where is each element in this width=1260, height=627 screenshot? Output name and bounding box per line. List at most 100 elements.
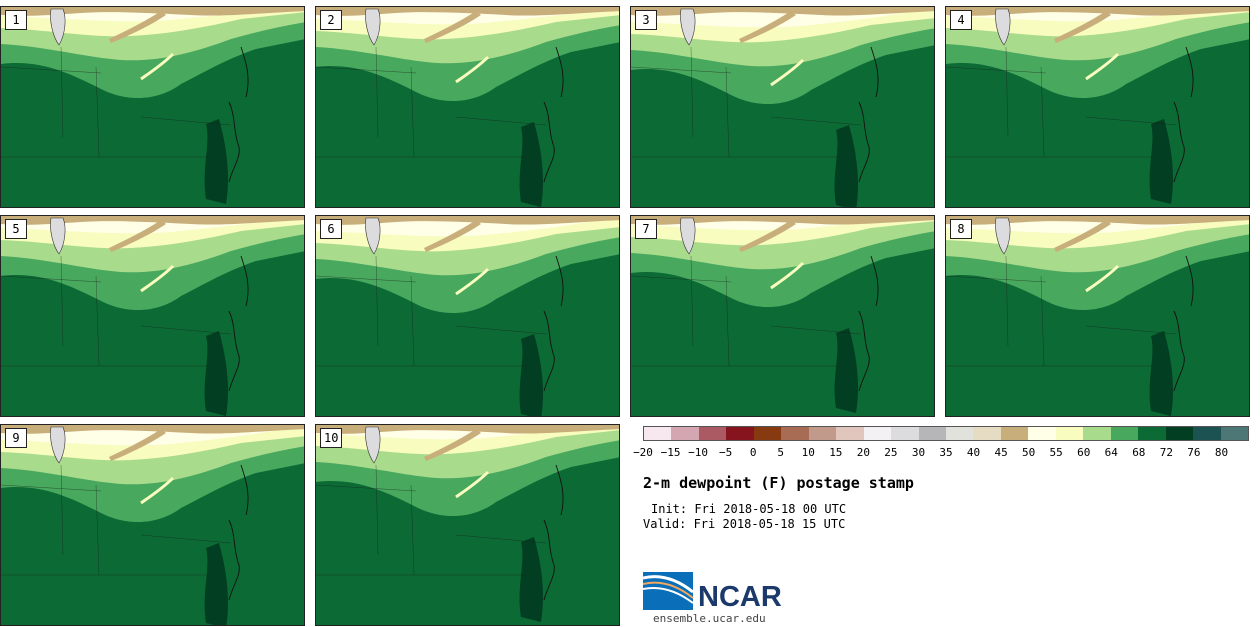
colorbar-segment (863, 427, 892, 440)
ensemble-member-panel[interactable]: 7 (630, 215, 935, 417)
colorbar-tick: 25 (884, 446, 898, 459)
figure-title: 2-m dewpoint (F) postage stamp (643, 474, 914, 492)
ensemble-member-panel[interactable]: 3 (630, 6, 935, 208)
colorbar-segment (644, 427, 672, 440)
dewpoint-map (1, 7, 304, 207)
tan-region (946, 216, 1249, 225)
tan-region (1, 425, 304, 434)
dark-coastal-band (519, 334, 544, 416)
init-time: Init: Fri 2018-05-18 00 UTC (651, 502, 847, 516)
colorbar-tick: −10 (688, 446, 709, 459)
colorbar-tick: 40 (966, 446, 981, 459)
valid-time: Valid: Fri 2018-05-18 15 UTC (643, 517, 846, 531)
dark-coastal-band (1149, 331, 1174, 416)
colorbar-tick: 15 (829, 446, 843, 459)
dewpoint-map (316, 7, 619, 207)
ensemble-member-panel[interactable]: 10 (315, 424, 620, 626)
ensemble-member-panel[interactable]: 4 (945, 6, 1250, 208)
dewpoint-map (946, 216, 1249, 416)
tan-lake-shore (739, 220, 796, 252)
ensemble-member-panel[interactable]: 2 (315, 6, 620, 208)
colorbar-segment (1055, 427, 1084, 440)
colorbar-tick: 0 (749, 446, 757, 459)
ensemble-member-panel[interactable]: 9 (0, 424, 305, 626)
colorbar-tick: 60 (1077, 446, 1091, 459)
colorbar-tick: −15 (660, 446, 681, 459)
colorbar-tick-labels: −20 −15 −10 −5 0 5 10 15 20 25 30 35 40 45 50 55 60 64 68 7… (633, 446, 1249, 460)
colorbar-tick: 35 (939, 446, 953, 459)
colorbar-segment (945, 427, 974, 440)
dark-coastal-band (834, 328, 859, 413)
appalachian-ridge (1085, 264, 1120, 293)
appalachian-ridge (770, 58, 805, 87)
coastline (228, 255, 249, 392)
dewpoint-map (631, 7, 934, 207)
state-borders (631, 255, 862, 367)
colorbar-segment (753, 427, 782, 440)
coastline (543, 464, 564, 601)
coastline (228, 464, 249, 601)
ncar-wordmark: NCAR (698, 581, 782, 613)
ensemble-member-panel[interactable]: 5 (0, 215, 305, 417)
member-number-label: 10 (320, 428, 343, 448)
dark-coastal-band (1149, 119, 1174, 204)
lake-michigan (365, 8, 381, 46)
tan-lake-shore (109, 429, 166, 461)
tan-region (1, 7, 304, 16)
dewpoint-colorbar (643, 426, 1249, 441)
member-number-label: 2 (320, 10, 342, 30)
colorbar-segment (973, 427, 1001, 440)
member-number-label: 8 (950, 219, 972, 239)
dewpoint-map (631, 216, 934, 416)
dark-coastal-band (834, 125, 859, 207)
lake-michigan (365, 426, 381, 464)
state-borders (946, 255, 1177, 367)
tan-lake-shore (109, 11, 166, 43)
colorbar-segment (1028, 427, 1056, 440)
ensemble-member-panel[interactable]: 6 (315, 215, 620, 417)
colorbar-tick: 76 (1187, 446, 1201, 459)
state-borders (1, 255, 232, 367)
colorbar-segment (1138, 427, 1166, 440)
coastline (1173, 255, 1194, 392)
dewpoint-map (316, 425, 619, 625)
tan-region (946, 7, 1249, 16)
dewpoint-map (1, 425, 304, 625)
appalachian-ridge (455, 470, 490, 499)
lake-michigan (995, 217, 1011, 255)
appalachian-ridge (140, 476, 175, 505)
coastline (858, 46, 879, 183)
ensemble-member-panel[interactable]: 8 (945, 215, 1250, 417)
colorbar-segment (1220, 427, 1248, 440)
colorbar-segment (836, 427, 864, 440)
colorbar-tick: 20 (856, 446, 870, 459)
tan-lake-shore (1054, 11, 1111, 43)
colorbar-tick: 68 (1132, 446, 1146, 459)
tan-lake-shore (1054, 220, 1111, 252)
dark-coastal-band (204, 543, 229, 625)
dark-coastal-band (519, 122, 544, 207)
colorbar-tick: 72 (1159, 446, 1173, 459)
ensemble-member-panel[interactable]: 1 (0, 6, 305, 208)
tan-lake-shore (424, 429, 481, 461)
colorbar-tick: 55 (1049, 446, 1063, 459)
tan-region (631, 7, 934, 16)
tan-region (1, 216, 304, 225)
ncar-logo-icon (643, 572, 694, 610)
member-number-label: 6 (320, 219, 342, 239)
member-number-label: 3 (635, 10, 657, 30)
tan-lake-shore (424, 11, 481, 43)
colorbar-tick: 45 (994, 446, 1008, 459)
lake-michigan (680, 8, 696, 46)
colorbar-tick: 5 (777, 446, 785, 459)
dark-coastal-band (204, 119, 229, 204)
colorbar-segment (891, 427, 919, 440)
coastline (858, 255, 879, 392)
appalachian-ridge (140, 264, 175, 293)
member-number-label: 1 (5, 10, 27, 30)
tan-lake-shore (739, 11, 796, 43)
coastline (543, 255, 564, 392)
tan-lake-shore (424, 220, 481, 252)
colorbar-segment (1165, 427, 1194, 440)
state-borders (316, 46, 547, 158)
